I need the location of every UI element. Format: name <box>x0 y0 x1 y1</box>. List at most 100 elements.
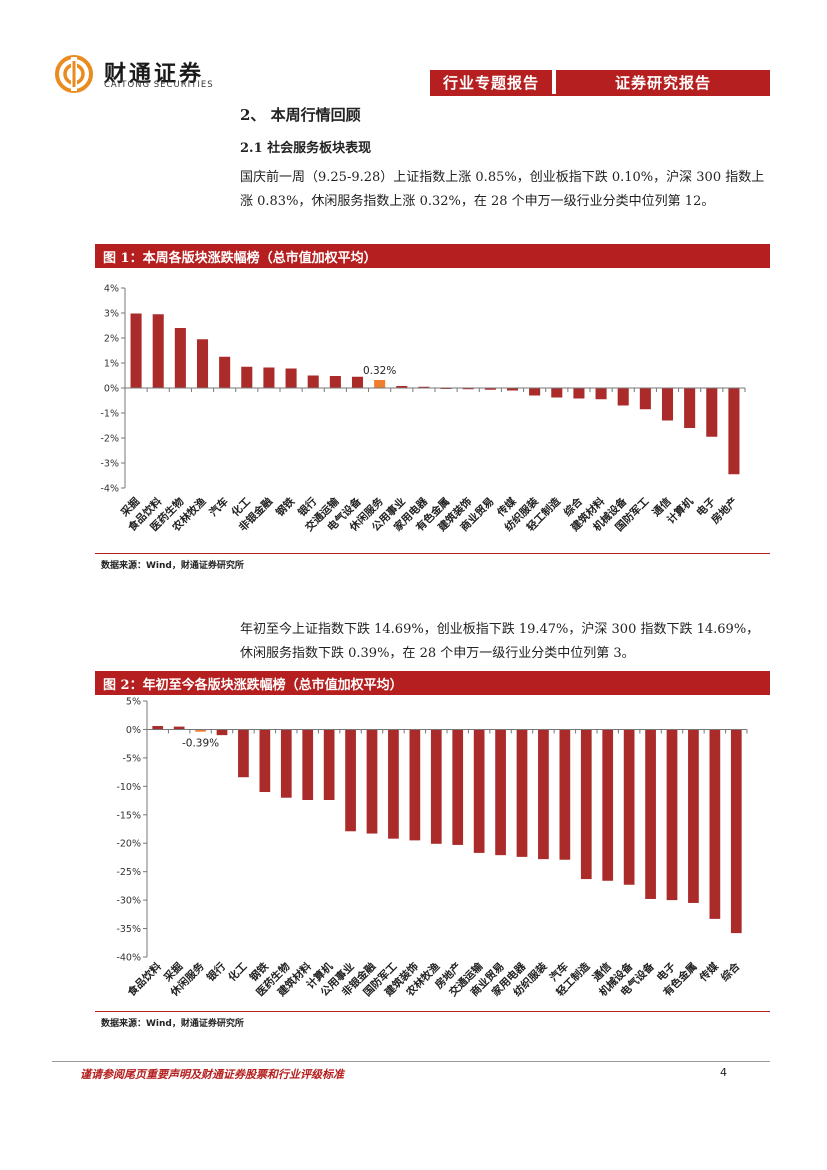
category-label: 化工 <box>226 960 250 984</box>
bar-非银金融 <box>263 367 275 388</box>
y-tick-label: 0% <box>104 384 119 395</box>
figure2-source-divider <box>95 1011 770 1012</box>
figure1-title-bar: 图 1：本周各版块涨跌幅榜（总市值加权平均） <box>95 244 770 268</box>
bar-医药生物 <box>280 729 292 798</box>
bar-传媒 <box>709 729 721 919</box>
bar-电子 <box>666 729 678 901</box>
category-label: 综合 <box>718 960 742 984</box>
section-subtitle: 2.1 社会服务板块表现 <box>240 141 372 156</box>
bar-交通运输 <box>329 376 341 388</box>
bar-化工 <box>241 366 253 388</box>
figure1-source-divider <box>95 553 770 554</box>
category-label: 汽车 <box>207 495 231 519</box>
bar-非银金融 <box>366 729 378 834</box>
highlight-data-label: 0.32% <box>363 365 396 377</box>
y-tick-label: -5% <box>123 753 142 764</box>
bar-电气设备 <box>351 376 364 388</box>
y-tick-label: 0% <box>126 725 141 736</box>
bar-医药生物 <box>174 328 186 388</box>
logo-text-cn: 财通证券 <box>104 61 205 87</box>
bar-房地产 <box>452 729 464 845</box>
y-tick-label: -30% <box>116 896 141 907</box>
bar-农林牧渔 <box>430 729 442 844</box>
bar-化工 <box>238 729 249 778</box>
caitong-logo-icon <box>55 55 93 93</box>
category-label: 计算机 <box>664 495 696 527</box>
y-tick-label: 5% <box>126 697 141 708</box>
footer-disclaimer: 谨请参阅尾页重要声明及财通证券股票和行业评级标准 <box>80 1068 344 1081</box>
bar-钢铁 <box>259 729 271 793</box>
bar-公用事业 <box>396 386 408 388</box>
y-tick-label: -10% <box>116 782 141 793</box>
header-divider <box>430 94 770 96</box>
figure1-bar-chart: 4%3%2%1%0%-1%-2%-3%-4%0.32%采掘食品饮料医药生物农林牧… <box>101 284 746 535</box>
bar-采掘 <box>130 313 142 388</box>
bar-计算机 <box>684 388 696 428</box>
y-tick-label: -2% <box>101 434 120 445</box>
bar-银行 <box>307 375 319 388</box>
figure2-source: 数据来源：Wind，财通证券研究所 <box>101 1019 244 1029</box>
bar-国防军工 <box>639 388 651 410</box>
bar-纺织服装 <box>529 388 541 396</box>
bar-采掘 <box>173 726 185 730</box>
weekly-summary-paragraph: 国庆前一周（9.25-9.28）上证指数上涨 0.85%，创业板指下跌 0.10… <box>240 170 765 209</box>
footer-divider <box>52 1061 770 1062</box>
bar-机械设备 <box>623 729 635 885</box>
logo-text-en: CAITONG SECURITIES <box>104 80 214 90</box>
figure2-title-bar: 图 2：年初至今各版块涨跌幅榜（总市值加权平均） <box>95 671 770 695</box>
bar-电气设备 <box>645 729 656 899</box>
bar-交通运输 <box>473 729 485 853</box>
y-tick-label: 1% <box>104 359 119 370</box>
bar-食品饮料 <box>152 726 164 730</box>
bar-计算机 <box>323 729 335 800</box>
bar-国防军工 <box>388 729 399 839</box>
bar-商业贸易 <box>495 729 506 856</box>
ytd-summary-paragraph: 年初至今上证指数下跌 14.69%，创业板指下跌 19.47%，沪深 300 指… <box>240 622 760 661</box>
bar-建筑装饰 <box>462 388 474 390</box>
bar-建筑装饰 <box>409 729 421 841</box>
bar-休闲服务 <box>374 380 386 388</box>
y-tick-label: -4% <box>101 484 120 495</box>
category-label: 食品饮料 <box>124 960 164 1000</box>
bar-轻工制造 <box>551 388 563 398</box>
category-label: 传媒 <box>696 960 721 985</box>
bar-建筑材料 <box>595 388 607 400</box>
bar-公用事业 <box>345 729 356 832</box>
bar-通信 <box>661 388 674 421</box>
highlight-data-label: -0.39% <box>182 738 219 750</box>
y-tick-label: -3% <box>101 459 120 470</box>
y-tick-label: 3% <box>104 309 119 320</box>
bar-家用电器 <box>516 729 528 857</box>
y-tick-label: -20% <box>116 839 141 850</box>
bar-农林牧渔 <box>196 339 209 388</box>
bar-机械设备 <box>617 388 629 406</box>
y-tick-label: -35% <box>116 924 141 935</box>
bar-综合 <box>573 388 585 399</box>
bar-休闲服务 <box>195 729 206 732</box>
bar-传媒 <box>506 388 519 391</box>
bar-钢铁 <box>285 368 297 388</box>
bar-纺织服装 <box>538 729 549 860</box>
report-type-tag: 行业专题报告 <box>430 70 552 94</box>
section-title: 2、 本周行情回顾 <box>240 106 361 124</box>
bar-汽车 <box>219 356 231 388</box>
y-tick-label: 2% <box>104 334 119 345</box>
bar-房地产 <box>728 388 740 475</box>
bar-食品饮料 <box>152 314 164 388</box>
y-tick-label: -40% <box>116 953 141 964</box>
category-label: 银行 <box>204 960 228 984</box>
bar-综合 <box>730 729 742 934</box>
page-number: 4 <box>720 1066 727 1079</box>
y-tick-label: -1% <box>101 409 120 420</box>
report-category-tag: 证券研究报告 <box>556 70 770 94</box>
figure2-bar-chart: 5% 0% -5% -10% -15% -20% -25% -30% -35% -40% -0.39… <box>116 697 748 1000</box>
category-label: 钢铁 <box>273 495 297 519</box>
bar-商业贸易 <box>484 388 496 390</box>
y-tick-label: -25% <box>116 867 141 878</box>
bar-建筑材料 <box>302 729 314 800</box>
bar-家用电器 <box>418 386 430 388</box>
bar-电子 <box>706 388 718 437</box>
y-tick-label: 4% <box>104 284 119 295</box>
bar-有色金属 <box>688 729 699 903</box>
bar-通信 <box>602 729 614 881</box>
